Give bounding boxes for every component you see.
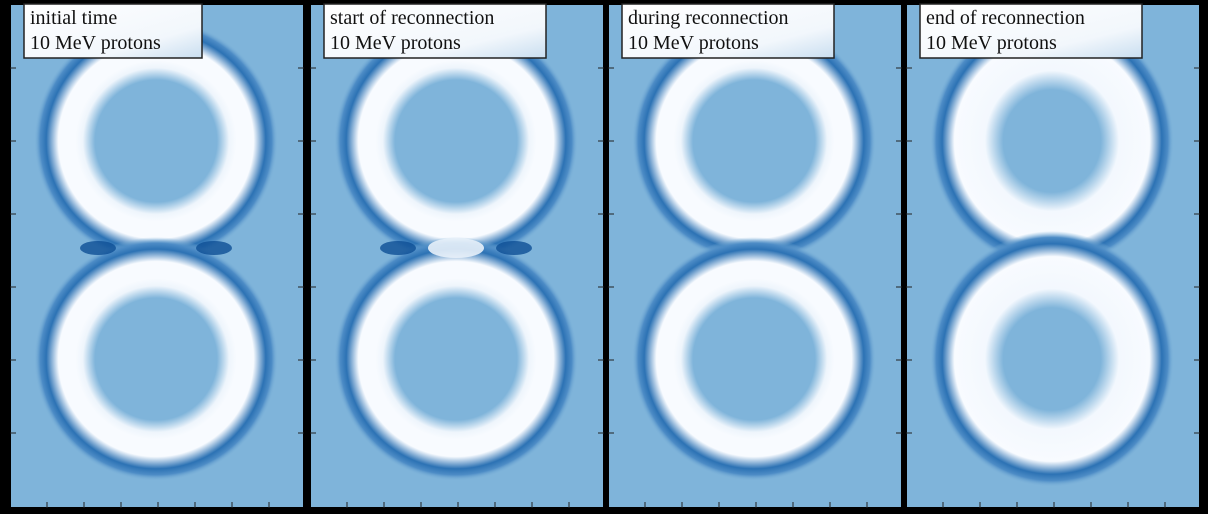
panel-title: during reconnection: [628, 7, 789, 29]
ring-top: [334, 19, 578, 263]
panel: start of reconnection 10 MeV protons: [309, 3, 605, 509]
panel-title: end of reconnection: [926, 7, 1085, 29]
image: [632, 19, 876, 481]
knot-left: [380, 241, 416, 255]
ring-top: [34, 19, 278, 263]
ring-bottom: [334, 237, 578, 481]
label-box: [919, 3, 1143, 59]
panel-subtitle: 10 MeV protons: [330, 32, 461, 54]
label-box: [323, 3, 547, 59]
ring-top: [930, 13, 1174, 269]
panel: initial time 10 MeV protons: [9, 3, 305, 509]
knot-right: [196, 241, 232, 255]
ring-bottom: [34, 237, 278, 481]
image: [930, 13, 1174, 487]
ring-bottom: [930, 231, 1174, 487]
knot-right: [496, 241, 532, 255]
image: [34, 19, 278, 481]
panel-subtitle: 10 MeV protons: [30, 32, 161, 54]
panel-subtitle: 10 MeV protons: [926, 32, 1057, 54]
image: [334, 19, 578, 481]
ring-bottom: [632, 237, 876, 481]
label-box: [621, 3, 835, 59]
panel-title: initial time: [30, 7, 117, 29]
ring-top: [632, 19, 876, 263]
panel: end of reconnection 10 MeV protons: [905, 3, 1201, 509]
panel-title: start of reconnection: [330, 7, 494, 29]
knot-left: [80, 241, 116, 255]
label-box: [23, 3, 203, 59]
panel-subtitle: 10 MeV protons: [628, 32, 759, 54]
panel: during reconnection 10 MeV protons: [607, 3, 903, 509]
x-point: [428, 238, 484, 258]
